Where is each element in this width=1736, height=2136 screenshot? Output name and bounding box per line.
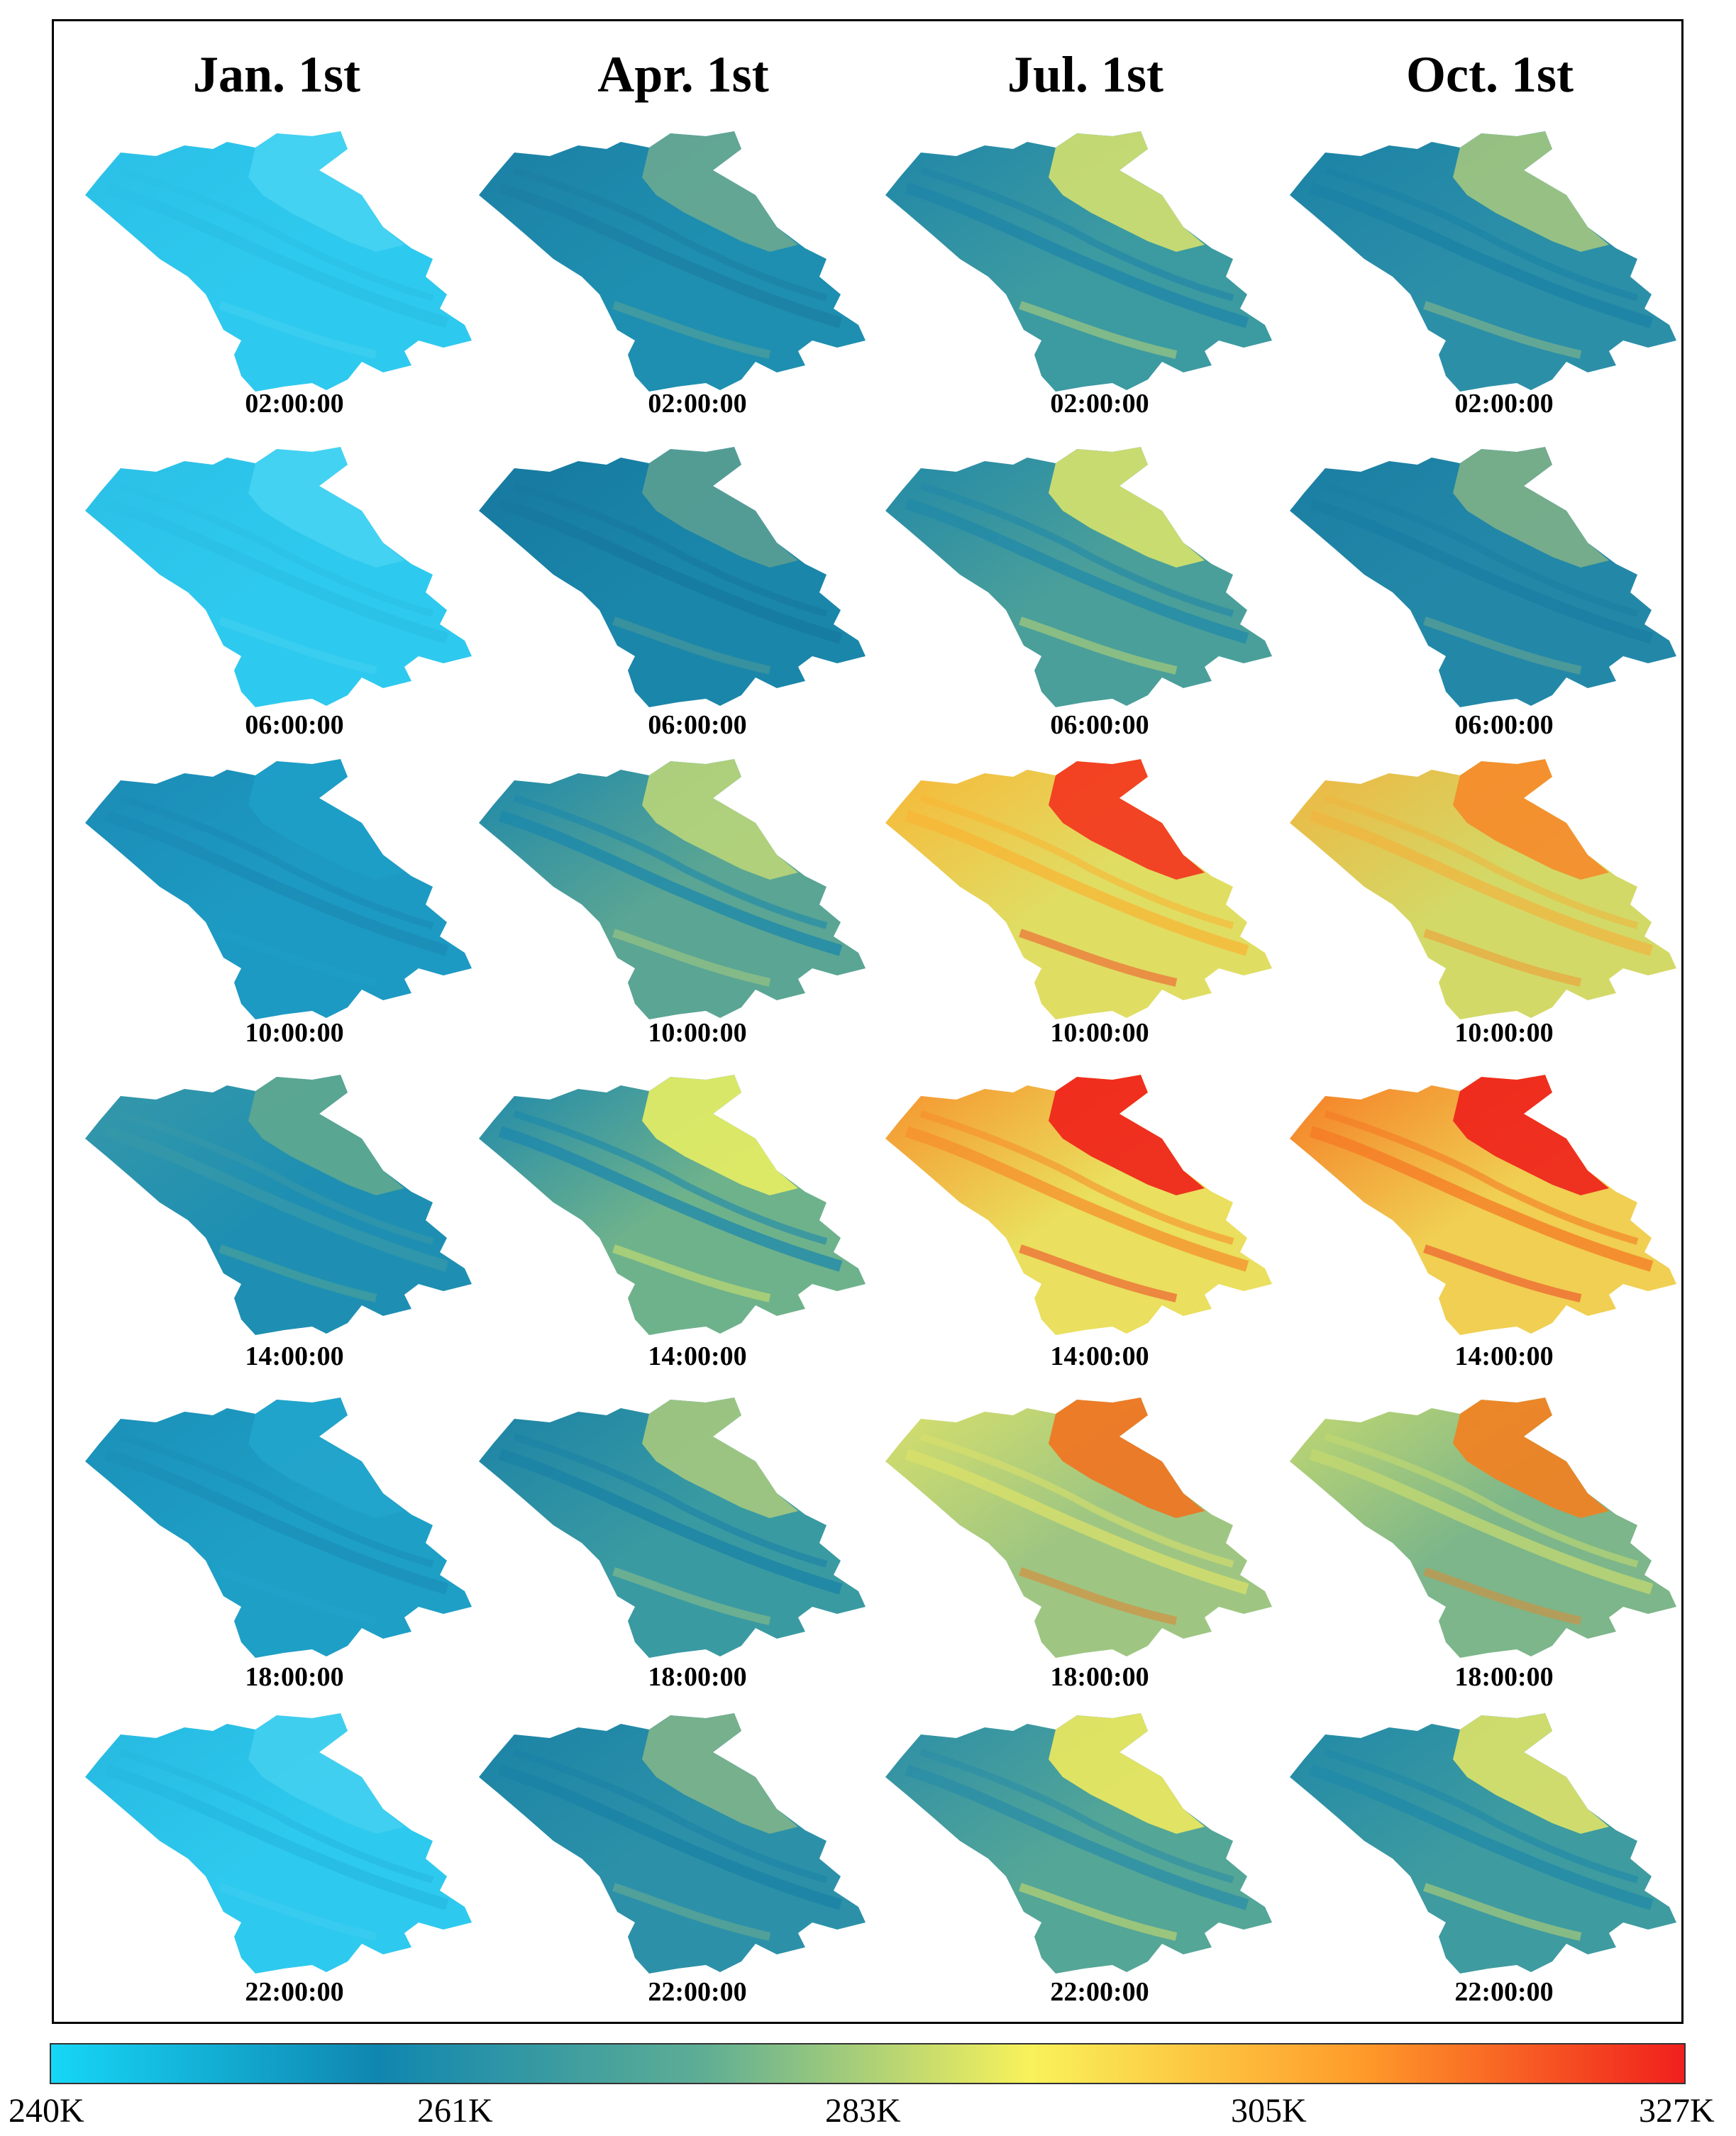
time-label-oct-06: 06:00:00 <box>1454 710 1554 740</box>
column-title-oct: Oct. 1st <box>1406 46 1574 103</box>
time-label-jan-22: 22:00:00 <box>245 1977 344 2007</box>
time-label-jan-14: 14:00:00 <box>245 1341 344 1371</box>
column-title-jan: Jan. 1st <box>192 46 361 103</box>
lst-map-oct-10 <box>1290 759 1676 1019</box>
colorbar-tick-327k: 327K <box>1639 2092 1715 2130</box>
lst-map-oct-02 <box>1290 131 1676 392</box>
lst-map-apr-10 <box>479 759 866 1019</box>
time-label-apr-14: 14:00:00 <box>648 1341 747 1371</box>
lst-map-oct-22 <box>1290 1713 1676 1974</box>
temperature-colorbar <box>50 2043 1686 2084</box>
lst-map-apr-14 <box>479 1075 866 1335</box>
time-label-jul-14: 14:00:00 <box>1050 1341 1149 1371</box>
time-label-jul-10: 10:00:00 <box>1050 1018 1149 1048</box>
time-label-apr-18: 18:00:00 <box>648 1662 747 1692</box>
time-label-jan-02: 02:00:00 <box>245 389 344 419</box>
lst-map-jul-22 <box>885 1713 1272 1974</box>
time-label-jan-06: 06:00:00 <box>245 710 344 740</box>
lst-map-apr-06 <box>479 447 866 707</box>
lst-map-jul-10 <box>885 759 1272 1019</box>
lst-map-jul-06 <box>885 447 1272 707</box>
lst-map-jul-14 <box>885 1075 1272 1335</box>
lst-map-jan-18 <box>85 1398 472 1658</box>
lst-map-apr-22 <box>479 1713 866 1974</box>
colorbar-tick-305k: 305K <box>1231 2092 1307 2130</box>
column-title-apr: Apr. 1st <box>597 46 769 103</box>
time-label-jul-22: 22:00:00 <box>1050 1977 1149 2007</box>
time-label-apr-22: 22:00:00 <box>648 1977 747 2007</box>
lst-map-jan-06 <box>85 447 472 707</box>
column-title-jul: Jul. 1st <box>1007 46 1164 103</box>
time-label-apr-06: 06:00:00 <box>648 710 747 740</box>
lst-map-jul-18 <box>885 1398 1272 1658</box>
time-label-oct-02: 02:00:00 <box>1454 389 1554 419</box>
time-label-jan-10: 10:00:00 <box>245 1018 344 1048</box>
colorbar-tick-261k: 261K <box>417 2092 493 2130</box>
colorbar-tick-283k: 283K <box>825 2092 901 2130</box>
colorbar-tick-240k: 240K <box>9 2092 84 2130</box>
lst-map-apr-18 <box>479 1398 866 1658</box>
time-label-oct-22: 22:00:00 <box>1454 1977 1554 2007</box>
time-label-jul-06: 06:00:00 <box>1050 710 1149 740</box>
lst-map-apr-02 <box>479 131 866 392</box>
lst-map-jan-14 <box>85 1075 472 1335</box>
lst-map-jan-02 <box>85 131 472 392</box>
lst-map-oct-18 <box>1290 1398 1676 1658</box>
lst-map-oct-06 <box>1290 447 1676 707</box>
lst-map-jan-10 <box>85 759 472 1019</box>
lst-map-oct-14 <box>1290 1075 1676 1335</box>
time-label-jul-18: 18:00:00 <box>1050 1662 1149 1692</box>
lst-map-jul-02 <box>885 131 1272 392</box>
figure-frame <box>52 19 1684 2024</box>
time-label-oct-10: 10:00:00 <box>1454 1018 1554 1048</box>
time-label-jan-18: 18:00:00 <box>245 1662 344 1692</box>
time-label-jul-02: 02:00:00 <box>1050 389 1149 419</box>
time-label-oct-18: 18:00:00 <box>1454 1662 1554 1692</box>
time-label-oct-14: 14:00:00 <box>1454 1341 1554 1371</box>
time-label-apr-02: 02:00:00 <box>648 389 747 419</box>
lst-map-jan-22 <box>85 1713 472 1974</box>
time-label-apr-10: 10:00:00 <box>648 1018 747 1048</box>
